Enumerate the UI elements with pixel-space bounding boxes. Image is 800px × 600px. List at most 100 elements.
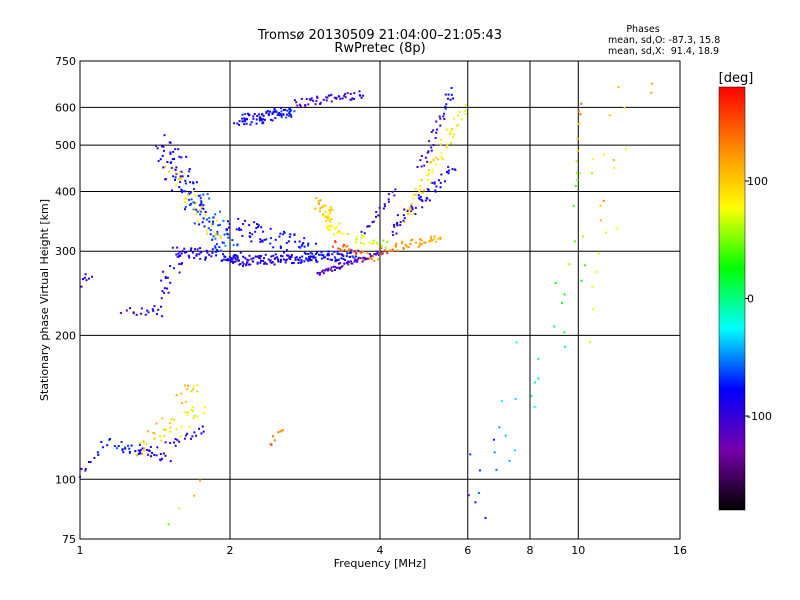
data-point [572,204,575,207]
data-point [176,246,179,249]
data-point [595,270,598,273]
data-point [245,258,248,261]
data-point [202,207,205,210]
data-point [372,242,375,245]
data-point [190,247,193,250]
chart-subtitle: RwPretec (8p) [334,41,425,56]
data-point [418,242,421,245]
data-point [360,241,363,244]
data-point [204,256,207,259]
data-point [420,243,423,246]
data-point [160,305,163,308]
data-point [199,194,202,197]
data-point [257,224,260,227]
data-point [162,428,165,431]
data-point [408,208,411,211]
data-point [578,122,581,125]
chart-title: Tromsø 20130509 21:04:00–21:05:43 [257,28,502,43]
data-point [229,260,232,263]
data-point [209,233,212,236]
data-point [221,241,224,244]
data-point [346,252,349,255]
data-point [316,251,319,254]
data-point [445,128,448,131]
data-point [202,412,205,415]
data-point [180,156,183,159]
colorbar-label: [deg] [719,71,754,86]
data-point [191,435,194,438]
data-point [155,454,158,457]
data-point [285,113,288,116]
data-point [295,101,298,104]
data-point [269,259,272,262]
data-point [327,229,330,232]
data-point [239,262,242,265]
data-point [300,97,303,100]
data-point [164,441,167,444]
data-point [508,459,511,462]
data-point [84,467,87,470]
colorbar-tick-label: 100 [747,175,768,188]
data-point [160,145,163,148]
data-point [411,208,414,211]
data-point [563,293,566,296]
data-point [444,93,447,96]
data-point [178,263,181,266]
data-point [184,197,187,200]
data-point [233,255,236,258]
data-point [229,258,232,261]
data-point [576,149,579,152]
data-point [273,110,276,113]
data-point [333,268,336,271]
data-point [327,214,330,217]
data-point [183,437,186,440]
data-point [353,97,356,100]
data-point [533,405,536,408]
data-point [298,259,301,262]
data-point [265,238,268,241]
data-point [343,248,346,251]
data-point [97,453,100,456]
data-point [429,182,432,185]
data-point [294,258,297,261]
data-point [84,273,87,276]
data-point [193,431,196,434]
data-point [305,257,308,260]
data-point [297,258,300,261]
data-point [319,101,322,104]
data-point [181,191,184,194]
data-point [322,205,325,208]
data-point [199,210,202,213]
data-point [449,131,452,134]
data-point [409,239,412,242]
data-point [447,165,450,168]
data-point [249,123,252,126]
data-point [177,177,180,180]
data-point [577,122,580,125]
data-point [184,182,187,185]
data-point [314,103,317,106]
data-point [180,188,183,191]
data-point [384,246,387,249]
data-point [175,166,178,169]
data-point [277,258,280,261]
data-point [219,249,222,252]
data-point [444,105,447,108]
data-point [179,171,182,174]
data-point [196,384,199,387]
data-point [208,217,211,220]
data-point [147,311,150,314]
data-point [433,235,436,238]
data-point [318,253,321,256]
data-point [294,240,297,243]
data-point [247,114,250,117]
data-point [321,269,324,272]
data-point [250,257,253,260]
data-point [363,256,366,259]
data-point [218,246,221,249]
data-point [327,209,330,212]
data-point [275,110,278,113]
data-point [252,257,255,260]
data-point [424,199,427,202]
data-point [388,249,391,252]
